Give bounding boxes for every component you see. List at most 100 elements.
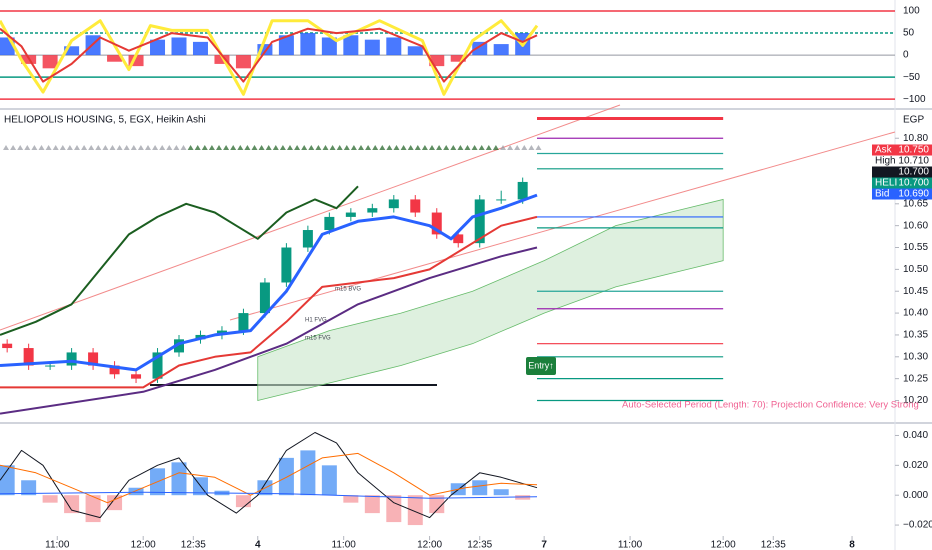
candle-body <box>453 234 464 244</box>
y-tick-label: −0.020 <box>903 520 932 531</box>
candle-body <box>474 199 485 244</box>
signal-triangle <box>237 145 244 150</box>
signal-triangle <box>457 145 464 150</box>
price-tag-value: 10.700 <box>898 178 929 189</box>
histogram-bar <box>171 37 187 56</box>
signal-triangle <box>478 145 485 150</box>
signal-triangle <box>31 145 38 150</box>
signal-triangle <box>350 145 357 150</box>
histogram-bar <box>321 465 337 496</box>
price-tag-name: Bid <box>875 189 889 200</box>
signal-triangle <box>166 145 173 150</box>
histogram-bar <box>407 46 423 56</box>
histogram-bar <box>364 495 380 514</box>
signal-triangle <box>485 145 492 150</box>
signal-triangle <box>500 145 506 150</box>
signal-triangle <box>66 145 73 150</box>
signal-triangle <box>308 145 315 150</box>
signal-triangle <box>272 145 279 150</box>
x-tick-label: 12:35 <box>181 540 206 550</box>
histogram-bar <box>42 55 58 69</box>
signal-triangle <box>201 145 208 150</box>
signal-triangle <box>393 145 400 150</box>
signal-triangle <box>38 145 45 150</box>
price-tag-value: 10.700 <box>898 167 929 178</box>
signal-triangle <box>315 145 322 150</box>
signal-triangle <box>180 145 187 150</box>
price-tag <box>872 188 932 200</box>
indicator-line <box>0 246 538 415</box>
histogram-bar <box>257 44 273 56</box>
y-tick-label: 10.80 <box>903 133 928 144</box>
histogram-bar <box>107 55 123 62</box>
signal-triangle <box>421 145 428 150</box>
y-tick-label: 10.45 <box>903 286 928 297</box>
x-tick-label: 11:00 <box>618 540 643 550</box>
y-tick-label: 10.25 <box>903 373 928 384</box>
signal-triangle <box>123 145 130 150</box>
candle-body <box>324 216 335 231</box>
histogram-bar <box>515 495 531 500</box>
histogram-bar <box>235 55 251 69</box>
signal-triangle <box>230 145 237 150</box>
histogram-bar <box>107 495 123 511</box>
entry-box <box>526 357 556 375</box>
candle-body <box>23 348 34 366</box>
signal-triangle <box>365 145 372 150</box>
signal-triangle <box>400 145 407 150</box>
y-tick-label: 0.020 <box>903 460 928 471</box>
signal-triangle <box>322 145 329 150</box>
x-tick-label: 12:35 <box>467 540 492 550</box>
signal-triangle <box>88 145 95 150</box>
indicator-line <box>0 193 538 372</box>
projection-note: Auto-Selected Period (Length: 70): Proje… <box>622 400 919 411</box>
histogram-bar <box>386 495 402 523</box>
y-tick-label: 10.50 <box>903 264 928 275</box>
signal-triangle <box>17 145 24 150</box>
histogram-bar <box>343 35 359 56</box>
marks: 100500−50−10010.8010.7510.7010.6510.6010… <box>0 6 932 550</box>
histogram-bar <box>450 55 466 62</box>
indicator-line <box>0 432 538 519</box>
histogram-bar <box>128 487 144 496</box>
signal-triangle <box>528 145 535 150</box>
price-tag-value: 10.750 <box>898 145 929 156</box>
histogram-bar <box>42 495 58 503</box>
price-tag-value: 10.690 <box>898 189 929 200</box>
signal-triangle <box>464 145 471 150</box>
y-tick-label: 0.000 <box>903 490 928 501</box>
y-tick-label: 0 <box>903 50 909 61</box>
signal-triangle <box>194 145 201 150</box>
signal-triangle <box>116 145 123 150</box>
signal-triangle <box>152 145 159 150</box>
signal-triangle <box>521 145 528 150</box>
signal-triangle <box>287 145 293 150</box>
signal-triangle <box>514 145 521 150</box>
candle-body <box>131 374 142 379</box>
x-tick-label: 4 <box>255 540 261 550</box>
signal-triangle <box>52 145 59 150</box>
y-tick-label: 10.65 <box>903 198 928 209</box>
signal-triangle <box>145 145 151 150</box>
signal-triangle <box>223 145 230 150</box>
y-tick-label: 10.60 <box>903 220 928 231</box>
price-tag <box>872 144 932 156</box>
indicator-line <box>0 215 538 389</box>
signal-triangle <box>45 145 52 150</box>
indicator-line <box>0 19 539 96</box>
histogram-bar <box>171 462 187 496</box>
histogram-bar <box>85 495 101 523</box>
y-tick-label: 50 <box>903 28 915 39</box>
price-tag <box>872 166 932 178</box>
signal-triangle <box>407 145 414 150</box>
candle-body <box>2 343 13 349</box>
y-tick-label: 10.55 <box>903 242 928 253</box>
y-tick-label: 10.35 <box>903 330 928 341</box>
histogram-bar <box>0 465 15 496</box>
signal-triangle <box>95 145 102 150</box>
signal-triangle <box>450 145 457 150</box>
y-tick-label: 0.040 <box>903 430 928 441</box>
candle-body <box>517 181 528 200</box>
x-tick-label: 11:00 <box>332 540 357 550</box>
histogram-bar <box>235 495 251 508</box>
